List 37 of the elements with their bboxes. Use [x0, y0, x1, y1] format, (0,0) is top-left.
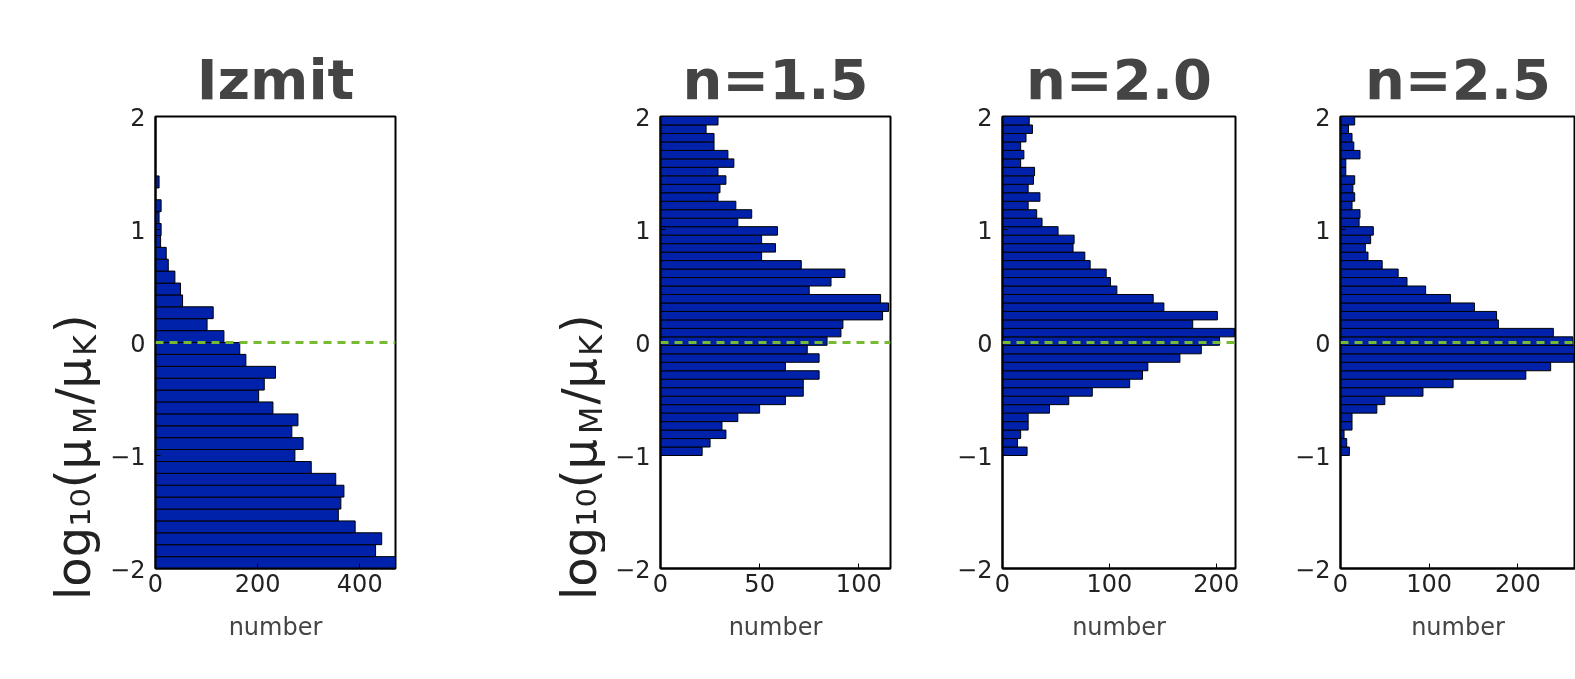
x-axis-title: number: [228, 612, 323, 641]
x-axis-title: number: [728, 612, 823, 641]
y-tick-label: 1: [1315, 216, 1331, 245]
y-axis-title: log₁₀(μM/μK): [44, 314, 104, 600]
y-tick-label: 2: [977, 103, 993, 132]
x-tick-label: 100: [1406, 569, 1453, 598]
y-tick-label: 0: [1315, 329, 1331, 358]
y-tick-label: −1: [957, 442, 993, 471]
x-axis-title: number: [1411, 612, 1505, 641]
chart-title: Izmit: [196, 46, 355, 112]
y-tick-label: −2: [1295, 555, 1331, 584]
y-tick-label: 2: [130, 103, 146, 132]
y-tick-label: 1: [977, 216, 993, 245]
y-tick-label: −2: [110, 555, 146, 584]
y-tick-label: 0: [130, 329, 146, 358]
y-tick-label: 1: [130, 216, 146, 245]
y-tick-label: −2: [615, 555, 651, 584]
y-tick-label: 2: [1315, 103, 1331, 132]
y-tick-label: 0: [977, 329, 993, 358]
y-tick-label: 0: [635, 329, 651, 358]
chart-title: n=2.5: [1365, 46, 1551, 112]
x-tick-label: 50: [744, 569, 775, 598]
x-tick-label: 200: [234, 569, 281, 598]
y-tick-label: −1: [1295, 442, 1331, 471]
x-tick-label: 100: [1086, 569, 1133, 598]
chart-title: n=1.5: [682, 46, 869, 112]
y-tick-label: −1: [615, 442, 651, 471]
y-tick-label: −1: [110, 442, 146, 471]
x-tick-label: 400: [336, 569, 383, 598]
x-tick-label: 200: [1193, 569, 1240, 598]
y-tick-label: 2: [635, 103, 651, 132]
y-tick-label: −2: [957, 555, 993, 584]
chart-title: n=2.0: [1026, 46, 1212, 112]
y-tick-label: 1: [635, 216, 651, 245]
x-tick-label: 200: [1494, 569, 1541, 598]
x-tick-label: 100: [835, 569, 882, 598]
x-axis-title: number: [1072, 612, 1166, 641]
